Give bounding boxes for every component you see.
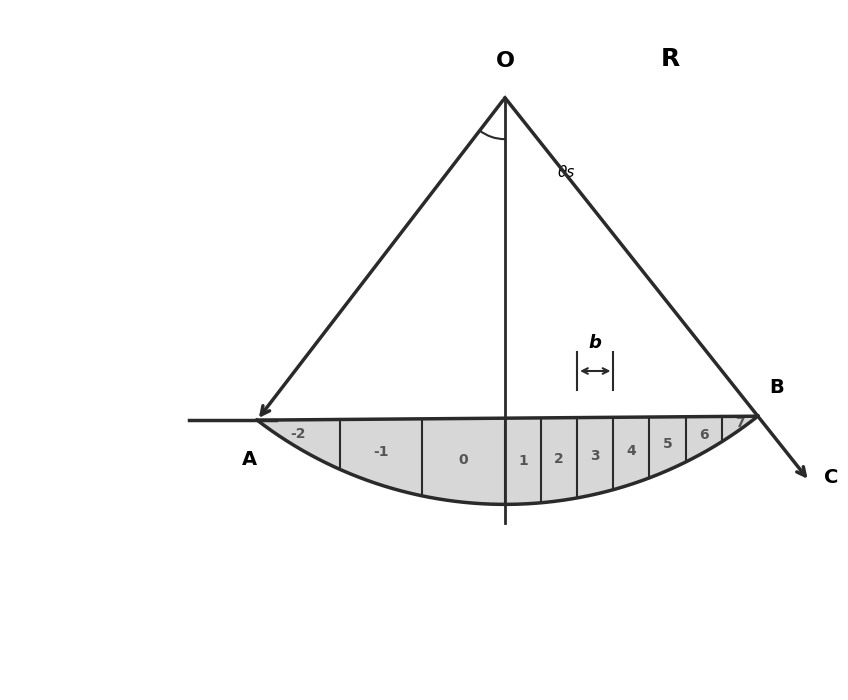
Text: 0: 0 [459, 454, 468, 468]
Text: R: R [661, 48, 680, 71]
Text: A: A [242, 450, 257, 469]
Text: O: O [495, 51, 515, 71]
Text: -2: -2 [291, 427, 306, 441]
Text: -1: -1 [373, 445, 388, 459]
Text: 5: 5 [662, 437, 672, 451]
Text: 7: 7 [735, 416, 745, 430]
Polygon shape [257, 416, 758, 505]
Text: b: b [589, 334, 602, 352]
Text: 3: 3 [590, 449, 600, 463]
Text: 6: 6 [699, 428, 708, 442]
Text: C: C [824, 468, 839, 486]
Text: θs: θs [558, 165, 575, 181]
Text: 1: 1 [518, 454, 528, 468]
Text: 4: 4 [627, 444, 636, 458]
Text: 2: 2 [555, 452, 564, 466]
Text: B: B [769, 379, 784, 398]
